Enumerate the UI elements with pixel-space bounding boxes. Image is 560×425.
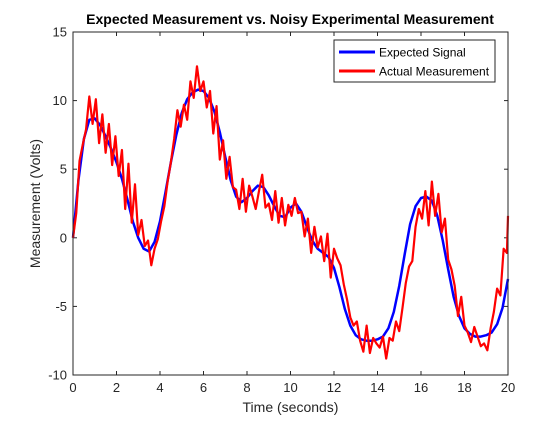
series-lines [71,65,510,360]
axis-ticks: 0 2 4 6 8 10 12 14 16 18 20 -10 -5 0 5 10 15 [48,25,515,396]
x-tick-label: 10 [283,380,297,395]
x-tick-label: 14 [370,380,384,395]
x-tick-label: 0 [69,380,76,395]
chart-title: Expected Measurement vs. Noisy Experimen… [86,11,494,27]
x-tick-label: 20 [501,380,515,395]
legend-label-actual-measurement: Actual Measurement [379,65,490,79]
y-tick-label: -10 [48,368,67,383]
x-tick-label: 2 [113,380,120,395]
plot-area [73,32,508,375]
x-tick-label: 18 [457,380,471,395]
series-line-actual-measurement [71,65,510,360]
x-tick-label: 4 [156,380,163,395]
y-tick-label: 10 [53,93,67,108]
x-tick-label: 16 [414,380,428,395]
legend-label-expected-signal: Expected Signal [379,46,466,60]
y-tick-label: -5 [55,299,67,314]
x-tick-label: 6 [200,380,207,395]
x-tick-label: 12 [327,380,341,395]
x-axis-label: Time (seconds) [243,399,339,415]
y-tick-label: 5 [60,162,67,177]
legend-box [333,39,496,83]
y-axis-label: Measurement (Volts) [27,139,43,268]
x-tick-label: 8 [243,380,250,395]
y-tick-label: 15 [53,25,67,40]
y-tick-label: 0 [60,230,67,245]
legend: Expected Signal Actual Measurement [333,39,496,83]
axes-box [72,31,509,376]
